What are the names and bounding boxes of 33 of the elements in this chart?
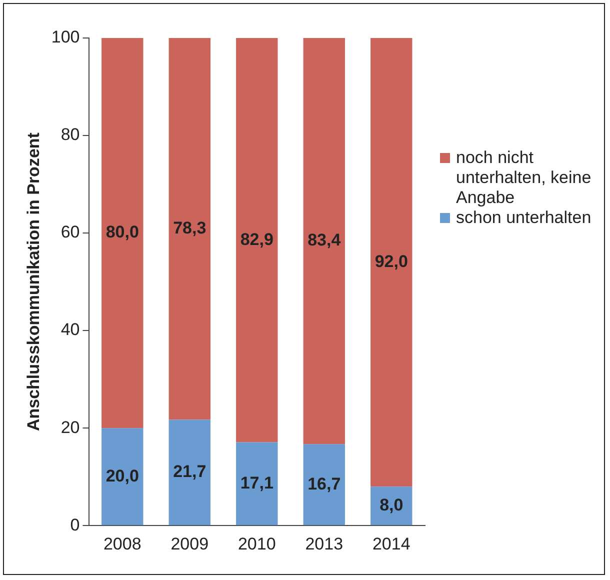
x-tick-label: 2009 [170,534,209,554]
bar [168,38,210,420]
x-tick-label: 2008 [103,534,142,554]
bar [370,38,412,487]
y-tick-label: 0 [70,515,80,534]
x-tick-label: 2010 [238,534,276,554]
data-label: 17,1 [240,473,274,492]
data-label: 16,7 [308,474,341,494]
data-label: 80,0 [106,222,139,242]
y-axis-title: Anschlusskommunikation in Prozent [24,132,43,432]
x-tick-label: 2013 [305,534,344,554]
y-tick-label: 20 [60,418,80,437]
legend-label: schon unterhalten [456,208,592,228]
data-label: 92,0 [374,252,408,271]
data-label: 8,0 [380,496,404,515]
bar [303,444,345,526]
data-label: 21,7 [173,462,206,482]
y-tick-label: 100 [51,28,80,47]
bar [168,420,210,526]
bar [236,38,278,442]
y-tick-label: 40 [60,320,80,340]
data-label: 78,3 [173,218,206,238]
bar [370,486,412,526]
data-label: 83,4 [308,230,342,250]
bar [303,38,345,444]
data-label: 82,9 [240,230,274,249]
y-tick-label: 60 [60,222,80,242]
bar [236,442,278,526]
data-label: 20,0 [106,466,139,486]
bar [102,38,144,428]
x-tick-label: 2014 [372,534,410,554]
y-tick-label: 80 [60,125,80,144]
bar [102,428,144,526]
